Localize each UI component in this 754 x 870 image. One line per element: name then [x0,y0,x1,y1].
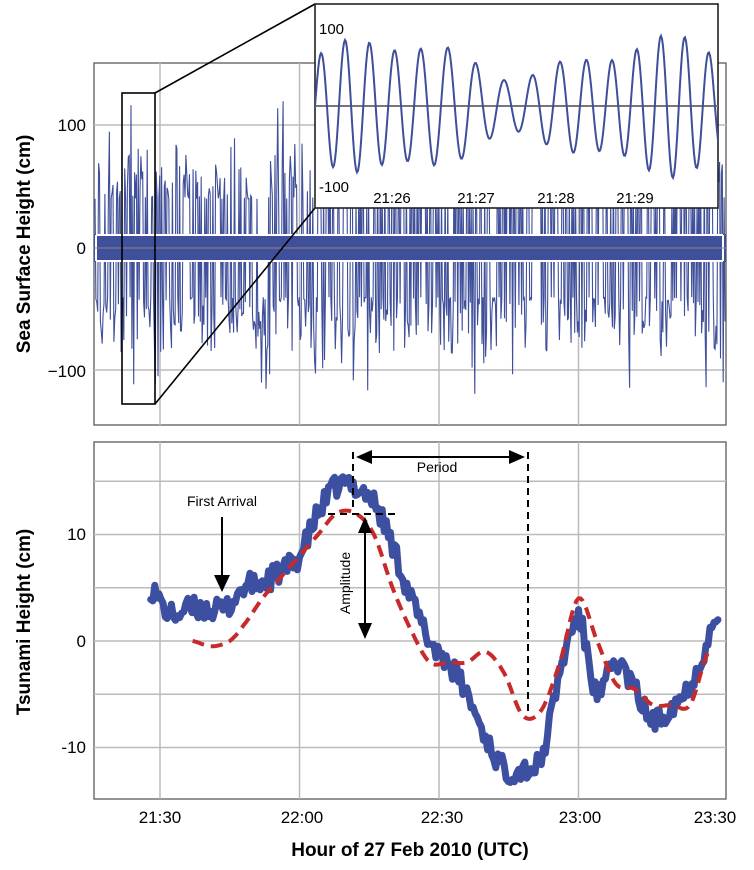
bottom-ytick-label-0: 0 [77,632,86,651]
amplitude-arrowhead-bottom [358,623,372,639]
period-arrowhead-left [356,450,372,464]
bottom-xtick-label-2330: 23:30 [694,808,737,827]
bottom-series [147,473,722,786]
bottom-xtick-label-2300: 23:00 [559,808,602,827]
bottom-y-axis-label: Tsunami Height (cm) [14,529,35,716]
inset-series-line [315,33,718,181]
top-y-axis-label: Sea Surface Height (cm) [14,135,35,354]
top-ytick-label-minus-100: −100 [48,362,86,381]
period-annotation: Period [352,450,529,716]
period-arrowhead-right [509,450,525,464]
zoom-connector-lower [154,207,316,405]
amplitude-annotation: Amplitude [328,513,400,639]
bottom-panel: First Arrival Period Amplitude 10 0 -10 … [14,441,737,861]
bottom-x-axis-label: Hour of 27 Feb 2010 (UTC) [291,840,529,861]
observed-series-line [147,473,722,786]
zoom-box [121,92,156,405]
first-arrival-arrowhead [214,575,230,592]
period-label: Period [417,459,457,475]
amplitude-arrowhead-top [358,517,372,533]
inset-xtick-label-2129: 21:29 [616,190,654,207]
bottom-ytick-label-minus-10: -10 [61,738,86,757]
bottom-xtick-label-2230: 22:30 [421,808,464,827]
inset-xtick-label-2126: 21:26 [373,190,411,207]
inset-xtick-label-2127: 21:27 [457,190,495,207]
inset-panel: 100 -100 21:26 21:27 21:28 21:29 [314,3,719,209]
inset-trace [315,33,718,181]
inset-ytick-label-minus-100: -100 [319,179,349,196]
amplitude-label: Amplitude [337,552,353,614]
zoom-connector-upper [154,3,316,94]
inset-ytick-label-100: 100 [319,21,344,38]
first-arrival-label: First Arrival [187,493,257,509]
bottom-xtick-label-2200: 22:00 [281,808,324,827]
top-ytick-label-100: 100 [58,116,86,135]
inset-xtick-label-2128: 21:28 [537,190,575,207]
modeled-series-line [192,508,711,721]
first-arrival-annotation: First Arrival [187,493,257,592]
top-ytick-label-0: 0 [77,239,86,258]
bottom-ytick-label-10: 10 [67,525,86,544]
bottom-xtick-label-2130: 21:30 [139,808,182,827]
